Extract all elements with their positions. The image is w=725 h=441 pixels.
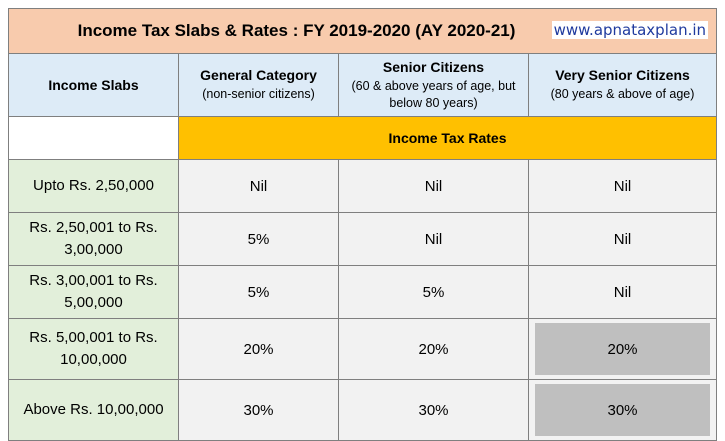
highlighted-rate: 20% (535, 323, 711, 375)
title-cell: Income Tax Slabs & Rates : FY 2019-2020 … (7, 8, 718, 54)
senior-rate-cell: Nil (338, 212, 529, 266)
table-title: Income Tax Slabs & Rates : FY 2019-2020 … (77, 21, 516, 40)
very-senior-rate-cell: 30% (527, 379, 718, 441)
income-tax-rates-label: Income Tax Rates (177, 116, 718, 160)
senior-rate-cell: Nil (338, 159, 529, 213)
slab-cell: Above Rs. 10,00,000 (8, 379, 179, 441)
header-general-category: General Category (non-senior citizens) (178, 53, 339, 117)
tax-slab-sheet: Income Tax Slabs & Rates : FY 2019-2020 … (7, 8, 718, 441)
title-row: Income Tax Slabs & Rates : FY 2019-2020 … (7, 8, 718, 54)
very-senior-rate-cell: Nil (527, 265, 718, 319)
very-senior-rate-cell: Nil (527, 212, 718, 266)
rates-row: Income Tax Rates (8, 116, 718, 160)
table-row: Rs. 3,00,001 to Rs. 5,00,000 5% 5% Nil (8, 265, 718, 319)
blank-cell (8, 116, 179, 160)
highlighted-rate: 30% (535, 384, 711, 436)
header-senior-citizens: Senior Citizens (60 & above years of age… (338, 53, 529, 117)
general-rate-cell: 30% (178, 379, 339, 441)
senior-rate-cell: 5% (338, 265, 529, 319)
very-senior-rate-cell: 20% (527, 318, 718, 380)
slab-cell: Rs. 2,50,001 to Rs. 3,00,000 (8, 212, 179, 266)
table-row: Upto Rs. 2,50,000 Nil Nil Nil (8, 159, 718, 213)
general-rate-cell: Nil (178, 159, 339, 213)
table-row: Above Rs. 10,00,000 30% 30% 30% (8, 379, 718, 441)
slab-cell: Rs. 3,00,001 to Rs. 5,00,000 (8, 265, 179, 319)
header-very-senior-citizens: Very Senior Citizens (80 years & above o… (527, 53, 718, 117)
general-rate-cell: 5% (178, 212, 339, 266)
senior-rate-cell: 20% (338, 318, 529, 380)
general-rate-cell: 20% (178, 318, 339, 380)
header-income-slabs: Income Slabs (8, 53, 179, 117)
table-row: Rs. 5,00,001 to Rs. 10,00,000 20% 20% 20… (8, 318, 718, 380)
general-rate-cell: 5% (178, 265, 339, 319)
table-row: Rs. 2,50,001 to Rs. 3,00,000 5% Nil Nil (8, 212, 718, 266)
very-senior-rate-cell: Nil (527, 159, 718, 213)
slab-cell: Rs. 5,00,001 to Rs. 10,00,000 (8, 318, 179, 380)
slab-cell: Upto Rs. 2,50,000 (8, 159, 179, 213)
tax-slab-table: Income Tax Slabs & Rates : FY 2019-2020 … (7, 8, 718, 441)
senior-rate-cell: 30% (338, 379, 529, 441)
watermark: www.apnataxplan.in (551, 21, 709, 39)
header-row: Income Slabs General Category (non-senio… (8, 53, 718, 117)
